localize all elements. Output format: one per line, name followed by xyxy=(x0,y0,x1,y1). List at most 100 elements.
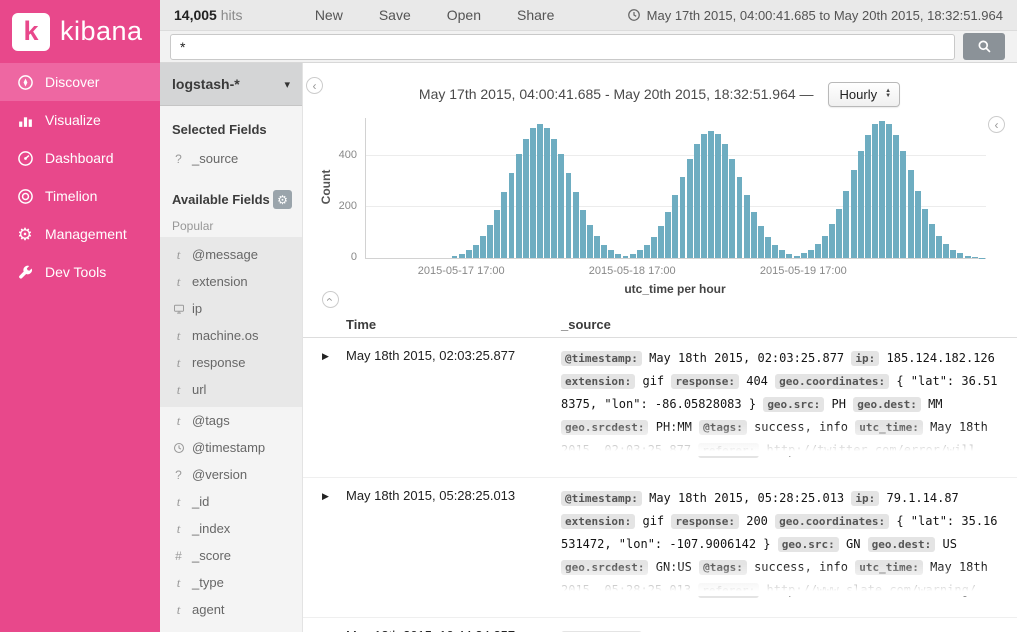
histogram-bar[interactable] xyxy=(864,135,871,258)
histogram-bar[interactable] xyxy=(814,244,821,258)
field-item--id[interactable]: t _id xyxy=(160,488,302,515)
search-input[interactable] xyxy=(170,33,955,60)
histogram-bar[interactable] xyxy=(672,195,679,258)
histogram-bar[interactable] xyxy=(850,170,857,258)
interval-select[interactable]: Hourly ▲ ▼ xyxy=(827,81,901,107)
histogram-bar[interactable] xyxy=(537,124,543,258)
search-button[interactable] xyxy=(963,33,1005,60)
histogram-bar[interactable] xyxy=(601,244,608,258)
histogram-bar[interactable] xyxy=(871,124,878,258)
histogram-bar[interactable] xyxy=(515,154,522,258)
histogram-bar[interactable] xyxy=(843,190,850,258)
histogram-bar[interactable] xyxy=(572,192,579,258)
histogram-bar[interactable] xyxy=(886,124,893,258)
field-item--index[interactable]: t _index xyxy=(160,515,302,542)
field-item-extension[interactable]: t extension xyxy=(160,268,302,295)
histogram-bar[interactable] xyxy=(586,224,593,258)
histogram-bar[interactable] xyxy=(921,208,928,258)
histogram-bar[interactable] xyxy=(779,250,786,258)
histogram-bar[interactable] xyxy=(615,253,622,258)
time-picker-button[interactable]: May 17th 2015, 04:00:41.685 to May 20th … xyxy=(627,8,1003,23)
histogram-bar[interactable] xyxy=(957,253,964,258)
histogram-bar[interactable] xyxy=(622,255,629,258)
histogram-bar[interactable] xyxy=(793,255,800,258)
field-item--source[interactable]: ? _source xyxy=(160,145,302,172)
histogram-bar[interactable] xyxy=(658,226,665,258)
field-item-ip[interactable]: ip xyxy=(160,295,302,322)
histogram-bar[interactable] xyxy=(950,249,957,258)
histogram-bar[interactable] xyxy=(501,192,508,258)
field-item-response[interactable]: t response xyxy=(160,349,302,376)
histogram-bar[interactable] xyxy=(708,130,714,258)
expand-row-button[interactable]: ▶ xyxy=(322,351,329,361)
collapse-right-button[interactable]: ‹ xyxy=(988,116,1005,133)
histogram-bar[interactable] xyxy=(529,128,536,258)
histogram-bar[interactable] xyxy=(472,244,479,258)
histogram-bar[interactable] xyxy=(743,195,750,258)
histogram-bar[interactable] xyxy=(487,224,494,258)
kibana-logo[interactable]: k kibana xyxy=(0,0,160,63)
sidebar-item-visualize[interactable]: Visualize xyxy=(0,101,160,139)
histogram-bar[interactable] xyxy=(551,138,558,258)
sidebar-item-discover[interactable]: Discover xyxy=(0,63,160,101)
sidebar-item-dev-tools[interactable]: Dev Tools xyxy=(0,253,160,291)
histogram-bar[interactable] xyxy=(800,253,807,258)
histogram-bar[interactable] xyxy=(700,134,707,258)
toolbar-share-button[interactable]: Share xyxy=(517,7,555,23)
histogram-bar[interactable] xyxy=(643,245,650,258)
histogram-bar[interactable] xyxy=(629,253,636,258)
field-item-machine-os[interactable]: t machine.os xyxy=(160,322,302,349)
histogram-bar[interactable] xyxy=(900,151,907,258)
field-item--tags[interactable]: t @tags xyxy=(160,407,302,434)
histogram-bar[interactable] xyxy=(907,170,914,258)
histogram-bar[interactable] xyxy=(893,135,900,258)
histogram-bar[interactable] xyxy=(608,250,615,258)
histogram-bar[interactable] xyxy=(978,257,985,258)
histogram-bar[interactable] xyxy=(928,223,935,258)
histogram-bar[interactable] xyxy=(579,209,586,258)
histogram-bar[interactable] xyxy=(651,237,657,258)
field-item--score[interactable]: # _score xyxy=(160,542,302,569)
toolbar-save-button[interactable]: Save xyxy=(378,7,411,23)
expand-row-button[interactable]: ▶ xyxy=(322,491,329,501)
histogram-bar[interactable] xyxy=(857,151,864,258)
histogram-bar[interactable] xyxy=(722,144,729,258)
index-pattern-selector[interactable]: logstash-* ▾ xyxy=(160,63,302,106)
histogram-bar[interactable] xyxy=(772,245,779,258)
field-item--version[interactable]: ? @version xyxy=(160,461,302,488)
collapse-up-button[interactable]: ‹ xyxy=(322,291,339,308)
histogram-bar[interactable] xyxy=(636,250,643,258)
expand-row-button[interactable]: ▶ xyxy=(322,618,346,632)
histogram-bar[interactable] xyxy=(508,173,515,258)
histogram-bar[interactable] xyxy=(936,235,943,258)
histogram-bar[interactable] xyxy=(964,255,971,258)
histogram-bar[interactable] xyxy=(665,212,672,258)
histogram-bar[interactable] xyxy=(480,236,486,258)
histogram-bar[interactable] xyxy=(686,159,693,258)
histogram-bar[interactable] xyxy=(679,177,686,258)
histogram-bar[interactable] xyxy=(729,159,736,258)
field-item-url[interactable]: t url xyxy=(160,376,302,403)
toolbar-new-button[interactable]: New xyxy=(314,7,343,23)
histogram-bar[interactable] xyxy=(836,208,843,258)
histogram-bar[interactable] xyxy=(765,237,771,258)
histogram-bar[interactable] xyxy=(565,173,572,258)
time-column-header[interactable]: Time xyxy=(346,316,377,332)
histogram-bar[interactable] xyxy=(715,134,722,258)
sidebar-item-dashboard[interactable]: Dashboard xyxy=(0,139,160,177)
toolbar-open-button[interactable]: Open xyxy=(446,7,481,23)
histogram-bar[interactable] xyxy=(757,226,764,258)
field-settings-button[interactable]: ⚙ xyxy=(273,190,292,209)
field-item--message[interactable]: t @message xyxy=(160,241,302,268)
histogram-bar[interactable] xyxy=(879,120,886,258)
histogram-bar[interactable] xyxy=(522,138,529,258)
histogram-bar[interactable] xyxy=(943,244,950,258)
histogram-bar[interactable] xyxy=(736,177,743,258)
sidebar-item-timelion[interactable]: Timelion xyxy=(0,177,160,215)
histogram-bar[interactable] xyxy=(750,212,757,258)
histogram-bar[interactable] xyxy=(807,249,814,258)
histogram-bar[interactable] xyxy=(465,250,472,258)
sidebar-item-management[interactable]: ⚙ Management xyxy=(17,224,127,244)
histogram-bar[interactable] xyxy=(458,253,465,258)
histogram-bar[interactable] xyxy=(558,154,565,258)
